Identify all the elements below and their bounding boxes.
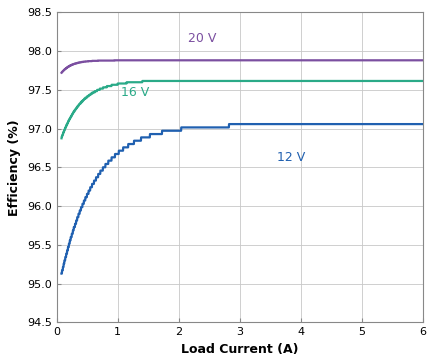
Text: 20 V: 20 V xyxy=(187,32,216,45)
X-axis label: Load Current (A): Load Current (A) xyxy=(181,343,298,356)
Text: 16 V: 16 V xyxy=(121,86,149,99)
Y-axis label: Efficiency (%): Efficiency (%) xyxy=(8,119,21,215)
Text: 12 V: 12 V xyxy=(276,151,304,164)
